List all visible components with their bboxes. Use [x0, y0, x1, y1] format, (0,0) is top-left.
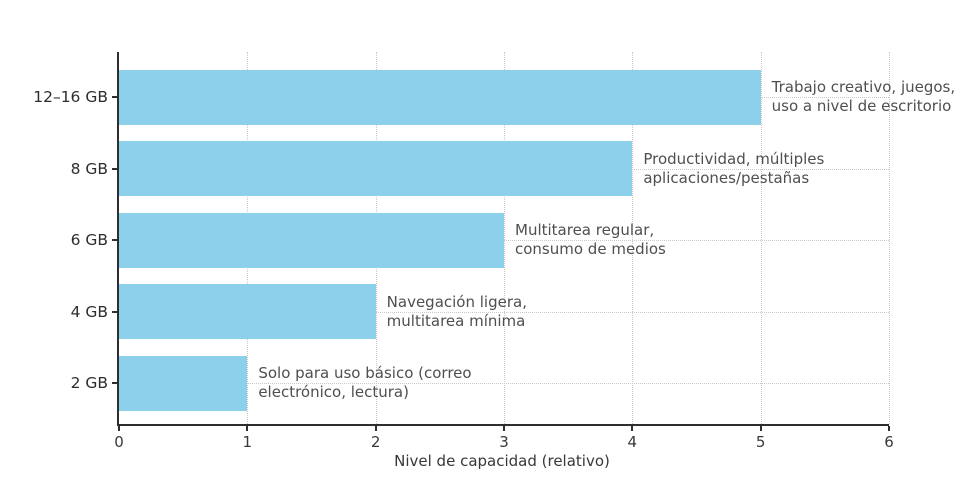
y-axis-label: 6 GB — [70, 231, 108, 249]
x-tick-label: 4 — [627, 433, 638, 451]
bar-annotation: Navegación ligera, multitarea mínima — [387, 293, 527, 331]
x-tick-mark — [888, 426, 890, 431]
bar-annotation-line: Solo para uso básico (correo — [258, 364, 472, 382]
v-gridline — [760, 52, 762, 424]
v-gridline — [632, 52, 634, 424]
bar — [119, 355, 248, 411]
bar-annotation-line: aplicaciones/pestañas — [643, 168, 810, 187]
bar-annotation-line: Multitarea regular, — [515, 221, 655, 239]
x-tick-mark — [503, 426, 505, 431]
bar-annotation-line: electrónico, lectura) — [258, 383, 409, 401]
v-gridline — [504, 52, 505, 424]
y-axis-label: 8 GB — [70, 159, 108, 178]
bar-annotation-line: Productividad, múltiples — [643, 149, 825, 168]
y-axis-label: 12–16 GB — [33, 88, 108, 106]
y-tick-mark — [112, 239, 117, 241]
h-gridline — [119, 311, 889, 313]
bar — [119, 212, 504, 268]
bar — [119, 69, 761, 125]
bar-annotation: Solo para uso básico (correo electrónico,… — [258, 364, 471, 402]
x-tick-mark — [631, 426, 634, 431]
x-tick-label: 6 — [884, 433, 894, 451]
x-tick-mark — [374, 426, 377, 431]
x-tick-label: 1 — [242, 433, 253, 451]
x-tick-mark — [759, 426, 762, 431]
plot-area: 0 1 2 3 4 5 6 12–16 GB Trabajo creativo, juegos,… — [33, 52, 955, 451]
v-gridline — [889, 52, 890, 424]
h-gridline — [119, 383, 889, 384]
y-tick-mark — [112, 96, 117, 98]
bar-annotation: Multitarea regular, consumo de medios — [515, 221, 666, 259]
x-tick-mark — [246, 426, 249, 431]
y-axis-label: 4 GB — [70, 302, 108, 321]
bar-annotation-line: consumo de medios — [515, 240, 666, 258]
bar-annotation: Productividad, múltiples aplicaciones/pes… — [643, 150, 824, 188]
x-axis-title: Nivel de capacidad (relativo) — [394, 452, 610, 470]
y-axis-label: 2 GB — [70, 374, 108, 392]
x-tick-label: 2 — [370, 433, 381, 451]
bar-annotation-line: Trabajo creativo, juegos, — [771, 78, 956, 96]
x-tick-label: 3 — [499, 433, 509, 451]
x-tick-label: 5 — [755, 433, 766, 451]
bar-annotation-line: multitarea mínima — [386, 311, 526, 330]
x-tick-label: 0 — [114, 433, 124, 451]
bar — [119, 284, 376, 339]
x-tick-mark — [118, 426, 120, 431]
bar — [119, 141, 633, 196]
bar-annotation-line: Navegación ligera, — [386, 292, 527, 311]
h-gridline — [119, 240, 889, 241]
y-tick-mark — [112, 167, 117, 170]
y-tick-mark — [112, 382, 117, 384]
y-tick-mark — [112, 310, 117, 313]
bar-annotation: Trabajo creativo, juegos, uso a nivel de … — [772, 78, 955, 116]
bar-annotation-line: uso a nivel de escritorio — [771, 97, 952, 115]
